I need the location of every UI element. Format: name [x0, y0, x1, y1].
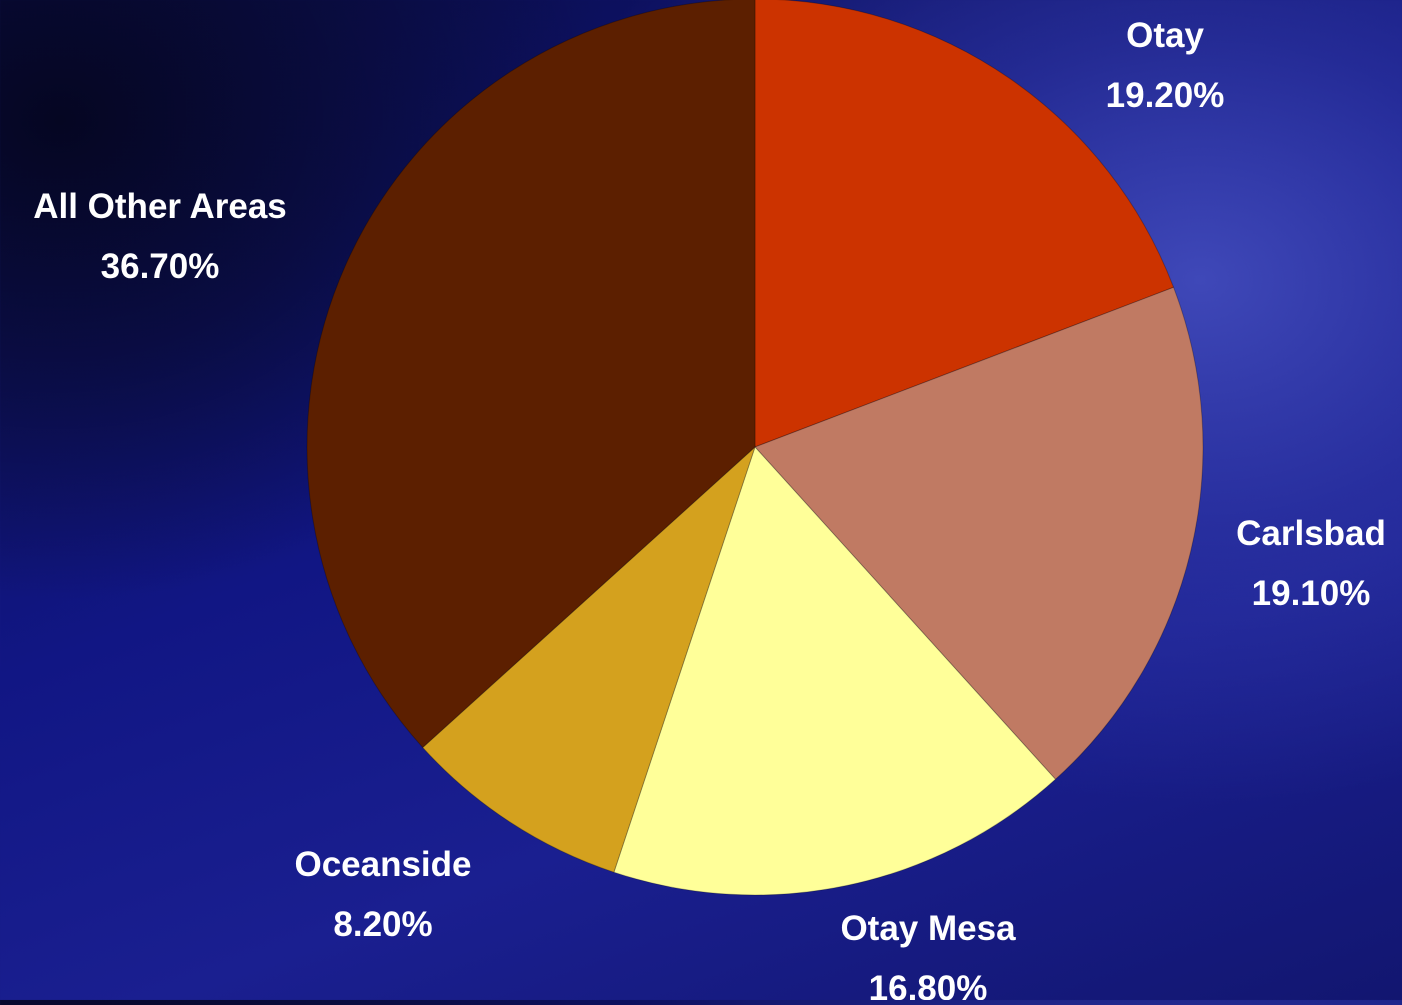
slice-value-all-other-areas: 36.70%	[101, 247, 220, 286]
slice-value-oceanside: 8.20%	[333, 905, 432, 944]
slice-label-otay-mesa: Otay Mesa	[840, 909, 1016, 948]
slice-value-otay-mesa: 16.80%	[869, 969, 988, 1000]
slice-value-otay: 19.20%	[1106, 76, 1225, 115]
pie-slice-carlsbad	[754, 286, 1204, 781]
pie-slice-otay	[754, 0, 1175, 448]
slice-value-carlsbad: 19.10%	[1252, 574, 1371, 613]
slice-label-otay: Otay	[1126, 16, 1204, 55]
slice-label-oceanside: Oceanside	[294, 845, 471, 884]
pie-slice-all-other-areas	[306, 0, 756, 749]
pie-labels: Otay 19.20% Carlsbad 19.10% Otay Mesa 16.80% O…	[33, 16, 1386, 1005]
pie-slice-otay-mesa	[613, 446, 1057, 896]
slice-label-all-other-areas: All Other Areas	[33, 187, 287, 226]
pie-slice-oceanside	[421, 445, 757, 873]
pie-slices	[306, 0, 1204, 896]
slice-label-carlsbad: Carlsbad	[1236, 514, 1386, 553]
